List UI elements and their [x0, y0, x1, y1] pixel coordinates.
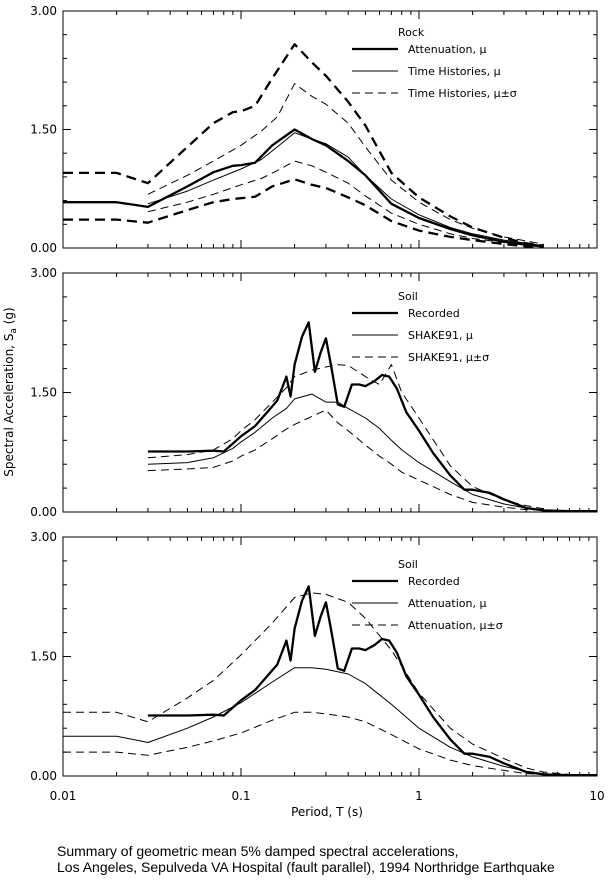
plot-frame: [62, 536, 598, 777]
series-line-4: [147, 160, 544, 247]
y-axis-label-main: Spectral Acceleration, S: [2, 334, 16, 477]
y-axis-label-unit: (g): [2, 307, 16, 328]
series-line-5: [63, 43, 544, 247]
caption-line-2: Los Angeles, Sepulveda VA Hospital (faul…: [57, 859, 555, 875]
y-axis-label-subscript: a: [9, 328, 19, 334]
legend-label: Time Histories, μ: [407, 65, 501, 78]
y-tick-label: 3.00: [30, 530, 57, 544]
legend-label: Attenuation, μ±σ: [408, 619, 503, 632]
series-line-2: [147, 393, 544, 511]
series-line-1: [147, 585, 597, 777]
legend-title: Soil: [398, 290, 418, 303]
legend-label: Time Histories, μ±σ: [407, 87, 517, 100]
plot-frame: [62, 272, 598, 513]
y-tick-label: 0.00: [30, 769, 57, 783]
series-line-2: [63, 667, 597, 776]
legend-label: Attenuation, μ: [408, 43, 486, 56]
x-tick-label: 1: [415, 789, 423, 803]
chart-panel-2: 0.00 1.50 3.00 Soil Recorded SHAKE91, μ SHAKE9…: [30, 266, 598, 519]
series-line-4: [147, 409, 544, 511]
series-line-2: [147, 132, 544, 247]
series-line-3: [147, 364, 544, 510]
y-tick-label: 1.50: [30, 386, 57, 400]
caption-line-1: Summary of geometric mean 5% damped spec…: [57, 843, 459, 859]
plot-frame: [62, 10, 598, 249]
legend-label: Recorded: [408, 575, 460, 588]
legend-label: Attenuation, μ: [408, 597, 486, 610]
legend-label: SHAKE91, μ±σ: [408, 351, 489, 364]
x-tick-label: 0.1: [231, 789, 250, 803]
y-tick-label: 0.00: [30, 505, 57, 519]
legend-label: Recorded: [408, 307, 460, 320]
x-tick-label: 0.01: [50, 789, 77, 803]
y-tick-label: 1.50: [30, 123, 57, 137]
series-line-1: [147, 321, 597, 513]
y-axis-label: Spectral Acceleration, Sa (g): [2, 307, 19, 476]
series-line-6: [63, 178, 544, 249]
series-line-1: [63, 128, 544, 248]
series-line-4: [63, 711, 597, 776]
x-tick-label: 10: [589, 789, 604, 803]
y-tick-label: 3.00: [30, 266, 57, 280]
series-line-3: [147, 83, 544, 245]
legend-title: Soil: [398, 558, 418, 571]
chart-panel-3: 0.01 0.1 1 10 0.00 1.50 3.00 Soil Recorded Attenu…: [30, 530, 604, 803]
legend-title: Rock: [398, 26, 425, 39]
series-line-3: [63, 592, 598, 776]
y-tick-label: 3.00: [30, 4, 57, 18]
chart-panel-1: 0.00 1.50 3.00 Rock Attenuation, μ Time Histo…: [30, 4, 598, 255]
figure-caption: Summary of geometric mean 5% damped spec…: [57, 843, 609, 875]
legend-label: SHAKE91, μ: [408, 329, 473, 342]
x-axis-label: Period, T (s): [291, 805, 363, 819]
y-tick-label: 1.50: [30, 650, 57, 664]
y-tick-label: 0.00: [30, 241, 57, 255]
